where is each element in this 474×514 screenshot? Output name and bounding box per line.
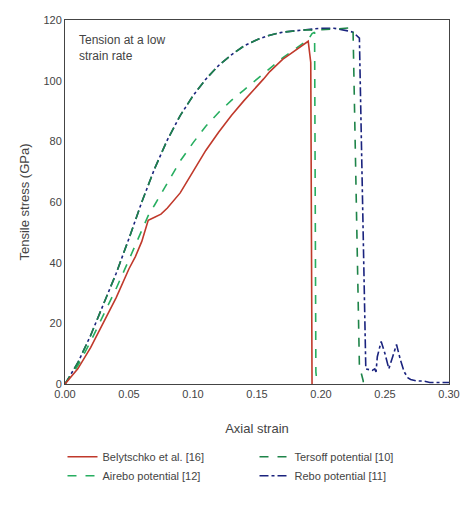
svg-text:0.10: 0.10 <box>182 388 203 400</box>
svg-text:Airebo potential [12]: Airebo potential [12] <box>103 470 201 482</box>
svg-text:0.05: 0.05 <box>118 388 139 400</box>
svg-text:Axial strain: Axial strain <box>225 421 289 436</box>
svg-text:0.15: 0.15 <box>246 388 267 400</box>
svg-text:20: 20 <box>50 317 62 329</box>
svg-text:120: 120 <box>43 14 61 26</box>
svg-text:Tersoff potential [10]: Tersoff potential [10] <box>295 451 394 463</box>
svg-text:Tensile stress (GPa): Tensile stress (GPa) <box>17 143 32 260</box>
svg-text:0.00: 0.00 <box>54 388 75 400</box>
svg-text:0: 0 <box>56 378 62 390</box>
svg-text:Belytschko et al. [16]: Belytschko et al. [16] <box>103 451 205 463</box>
svg-text:Tension at a lowstrain rate: Tension at a lowstrain rate <box>79 33 165 63</box>
svg-text:0.30: 0.30 <box>438 388 459 400</box>
svg-text:0.20: 0.20 <box>310 388 331 400</box>
svg-text:80: 80 <box>50 135 62 147</box>
svg-text:60: 60 <box>50 196 62 208</box>
svg-text:Rebo potential [11]: Rebo potential [11] <box>295 470 387 482</box>
svg-text:0.25: 0.25 <box>374 388 395 400</box>
svg-text:100: 100 <box>43 75 61 87</box>
svg-text:40: 40 <box>50 257 62 269</box>
